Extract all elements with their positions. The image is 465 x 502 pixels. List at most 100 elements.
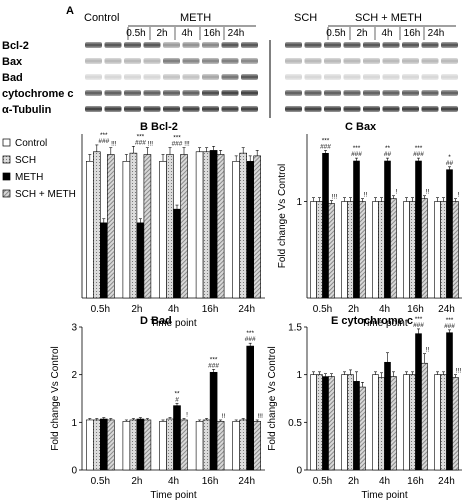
bar-sch [202,151,211,299]
blot-time-label-right: 2h [356,28,367,39]
blot-band [163,74,180,80]
bar-control [159,421,167,471]
legend-label: Control [15,138,47,149]
blot-time-label-right: 24h [428,28,445,39]
annotation-hashes: ### [172,141,183,148]
bar-meth [209,371,218,471]
bar-control [86,419,94,471]
bar-control [341,201,348,299]
bar-sch-meth [452,377,459,471]
blot-band [421,58,439,64]
y-tick-label: 1 [296,370,302,381]
blot-band [124,58,141,64]
blot-time-labels-left: 0.5h 2h 4h 16h 24h [126,27,244,40]
blot-band [85,58,102,64]
blot-band [285,42,302,48]
blot-band [343,42,361,48]
blot-band [363,42,380,48]
bar-sch-meth [180,419,188,471]
annotation-stars: * [448,154,451,161]
x-tick-label: 4h [379,304,390,315]
annotation-bangs: ! [186,412,188,419]
blot-band [382,42,400,48]
bar-sch [347,201,354,299]
blot-bands [85,42,458,112]
blot-band [221,106,239,112]
blot-time-label-left: 4h [181,28,192,39]
blot-protein-label: cytochrome c [2,88,74,100]
bar-sch-meth [359,386,366,471]
blot-band [163,106,180,112]
blot-band [304,42,322,48]
blot-band [285,58,302,64]
x-axis-label: Time point [150,490,197,501]
annotation-hashes: ### [208,362,219,369]
bar-sch [409,374,416,471]
blot-header-sch: SCH [294,12,317,24]
x-axis-label: Time point [361,318,408,329]
x-tick-label: 0.5h [91,304,110,315]
blot-header-sch-meth: SCH + METH [355,12,422,24]
blot-band [363,58,380,64]
bar-sch [378,201,385,299]
bar-sch [378,377,385,471]
blot-band [402,58,419,64]
bar-sch [93,151,101,299]
bar-sch [166,418,174,471]
blot-band [324,74,341,80]
blot-band [421,42,439,48]
blot-band [85,90,102,96]
blot-band [324,42,341,48]
legend-label: SCH + METH [15,189,76,200]
blot-band [285,90,302,96]
bar-control [232,421,240,471]
blot-protein-label: α-Tubulin [2,104,52,116]
annotation-hashes: ### [135,139,146,146]
annotation-bangs: !!! [111,141,117,148]
blot-time-label-left: 0.5h [126,28,145,39]
bar-control [372,201,379,299]
blot-band [285,106,302,112]
blot-band [421,106,439,112]
blot-header-control: Control [84,12,119,24]
annotation-stars: *** [246,330,254,337]
blot-band [202,74,219,80]
annotation-hashes: # [175,396,179,403]
y-tick-label: 3 [71,323,77,334]
blot-band [324,58,341,64]
bar-sch-meth [107,154,115,299]
annotation-stars: ** [174,390,180,397]
bar-sch-meth [143,419,152,471]
bar-control [159,161,167,299]
bar-meth [100,418,108,471]
blot-band [202,90,219,96]
bar-sch [93,419,101,471]
bar-sch [440,201,447,299]
bar-sch-meth [107,419,115,471]
bar-meth [100,222,108,299]
blot-band [304,90,322,96]
annotation-bangs: !!! [257,413,263,420]
blot-band [382,58,400,64]
bar-sch-meth [390,376,397,471]
annotation-stars: *** [353,145,361,152]
annotation-hashes: ## [446,160,454,167]
blot-band [163,90,180,96]
bar-meth [415,160,422,299]
blot-band [202,106,219,112]
blot-band [241,74,258,80]
y-tick-label: 1.5 [288,323,302,334]
x-tick-label: 16h [407,304,424,315]
figure-letter: A [66,5,74,17]
bar-sch [129,152,138,299]
y-tick-label: 1 [296,197,302,208]
blot-band [441,90,458,96]
blot-time-label-right: 0.5h [326,28,345,39]
blot-band [143,74,161,80]
blot-band [104,106,122,112]
blot-band [304,74,322,80]
blot-band [441,58,458,64]
bar-sch [239,152,247,299]
annotation-bangs: ! [458,192,460,199]
y-axis-label: Fold change Vs Control [267,346,278,451]
